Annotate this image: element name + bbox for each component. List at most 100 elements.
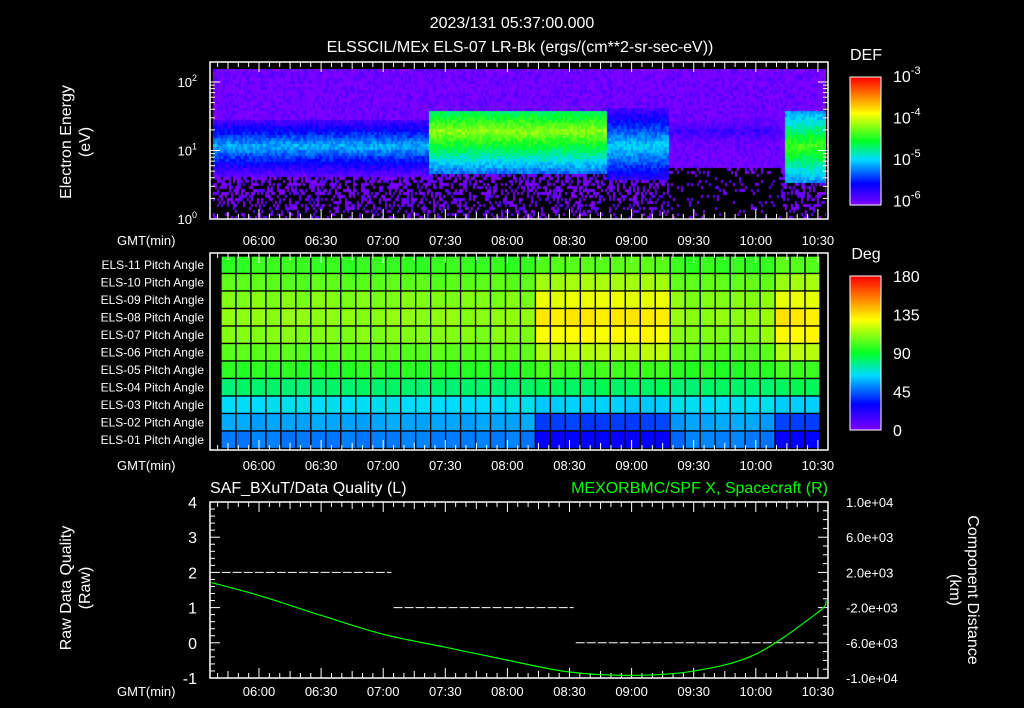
pitch-cell [684,395,701,415]
time-tick-label: 08:00 [491,458,524,473]
pitch-cell [325,395,342,415]
pitch-cell [774,272,791,292]
pitch-cell [385,377,402,397]
pitch-cell [415,325,432,345]
energy-axis-label: Electron Energy [58,85,75,199]
pitch-cell [474,395,492,415]
pitch-cell [250,395,267,415]
pitch-cell [235,325,252,345]
pitch-cell [564,377,582,397]
pitch-cell [340,430,357,450]
pitch-cell [459,395,477,415]
pitch-cell [609,307,626,327]
pitch-cell [310,290,327,310]
pitch-cell [774,395,791,415]
time-axis-label: GMT(min) [117,458,176,473]
pitch-cell [265,325,282,345]
pitch-cell [774,325,791,345]
pitch-cell [295,255,312,275]
pitch-cell [594,395,612,415]
distance-tick-label: -6.0e+03 [846,636,898,651]
pitch-cell [534,272,552,292]
pitch-cell [444,342,462,362]
pitch-cell [220,325,237,345]
pitch-cell [804,412,821,432]
pitch-cell [355,430,372,450]
pitch-cell [474,377,492,397]
pitch-cell [385,290,402,310]
pitch-cell [804,307,821,327]
pitch-cell [220,307,237,327]
pitch-cell [519,377,537,397]
time-tick-label: 06:30 [305,458,338,473]
pitch-cell [534,325,552,345]
pitch-cell [579,325,597,345]
time-tick-label: 08:30 [553,684,586,699]
pitch-cell [355,307,372,327]
pitch-cell [579,412,597,432]
pitch-cell [250,307,267,327]
pitch-cell [429,272,447,292]
pitch-cell [579,255,597,275]
pitch-cell [594,325,612,345]
pitch-cell [519,342,537,362]
pitch-cell [714,255,731,275]
pitch-cell [789,395,806,415]
pitch-cell [564,272,582,292]
pitch-cell [579,307,597,327]
pitch-cell [624,430,641,450]
pitch-cell [504,395,522,415]
pitch-row-label: ELS-08 Pitch Angle [101,311,205,325]
energy-plot-frame [209,61,829,220]
pitch-cell [370,377,387,397]
pitch-cell [370,272,387,292]
pitch-cell [579,377,597,397]
pitch-cell [265,342,282,362]
pitch-cell [355,290,372,310]
pitch-cell [774,307,791,327]
deg-colorbar-tick: 45 [893,385,911,402]
pitch-cell [429,342,447,362]
pitch-cell [340,342,357,362]
pitch-cell [699,307,716,327]
pitch-cell [265,360,282,380]
pitch-cell [474,430,492,450]
pitch-cell [564,325,582,345]
pitch-cell [624,360,641,380]
pitch-cell [310,377,327,397]
pitch-cell [400,342,417,362]
pitch-cell [669,307,686,327]
pitch-cell [609,325,626,345]
pitch-cell [325,255,342,275]
quality-tick-label: 3 [188,530,197,547]
pitch-cell [804,342,821,362]
distance-tick-label: 2.0e+03 [846,565,893,580]
pitch-cell [804,360,821,380]
pitch-cell [684,430,701,450]
pitch-cell [504,342,522,362]
pitch-cell [280,255,297,275]
pitch-cell [220,430,237,450]
pitch-cell [474,325,492,345]
pitch-cell [220,395,237,415]
pitch-cell [310,412,327,432]
pitch-cell [385,272,402,292]
pitch-cell [474,307,492,327]
pitch-cell [415,272,432,292]
pitch-cell [714,412,731,432]
pitch-cell [459,307,477,327]
deg-colorbar-tick: 90 [893,346,911,363]
pitch-cell [220,360,237,380]
pitch-cell [759,377,776,397]
pitch-cell [400,430,417,450]
pitch-cell [415,395,432,415]
pitch-cell [280,360,297,380]
pitch-cell [370,412,387,432]
pitch-cell [579,272,597,292]
pitch-cell [669,412,686,432]
pitch-cell [654,325,671,345]
quality-plot-frame [209,501,829,679]
pitch-cell [624,377,641,397]
pitch-cell [519,360,537,380]
time-tick-label: 06:00 [243,458,276,473]
